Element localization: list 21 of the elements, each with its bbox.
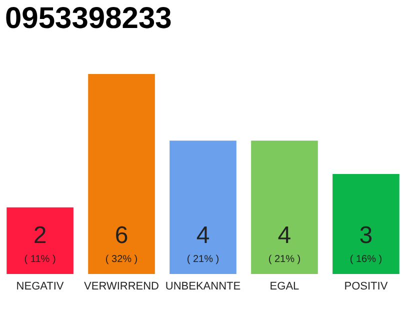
data-label: 3 xyxy=(359,222,373,249)
annotation: ( 11% ) xyxy=(24,254,56,265)
x-tick-label: VERWIRREND xyxy=(84,280,160,292)
bar xyxy=(170,140,236,274)
annotation: ( 21% ) xyxy=(268,254,301,265)
x-tick-label: EGAL xyxy=(270,280,300,292)
x-tick-label: NEGATIV xyxy=(16,280,64,292)
data-label: 2 xyxy=(33,222,47,249)
annotation: ( 21% ) xyxy=(186,254,220,265)
data-label: 4 xyxy=(196,222,210,249)
x-tick-label: UNBEKANNTE xyxy=(165,280,241,292)
annotation: ( 16% ) xyxy=(350,254,382,265)
bar xyxy=(332,174,400,274)
bar xyxy=(251,140,318,274)
annotation: ( 32% ) xyxy=(105,254,138,265)
data-label: 6 xyxy=(114,222,128,249)
chart-title: 0953398233 xyxy=(5,2,172,35)
bar xyxy=(88,74,155,274)
x-tick-label: POSITIV xyxy=(344,280,388,292)
bar xyxy=(6,207,74,274)
data-label: 4 xyxy=(278,222,292,249)
